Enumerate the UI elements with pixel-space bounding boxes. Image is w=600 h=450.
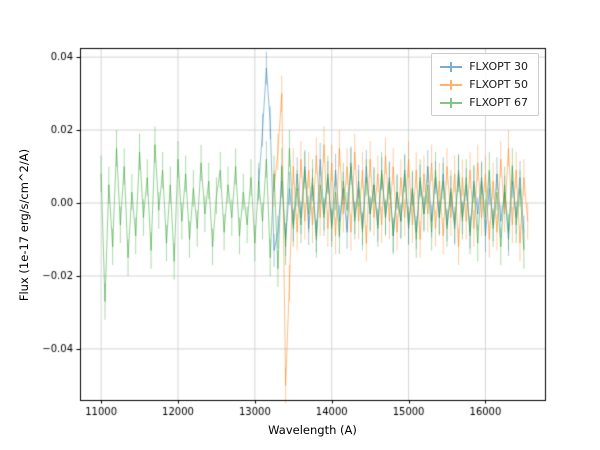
x-axis-label: Wavelength (A) [268, 423, 357, 437]
legend-line-flxopt-67-icon [440, 97, 463, 109]
legend-line-flxopt-30-icon [440, 61, 463, 73]
legend: FLXOPT 30 FLXOPT 50 FLXOPT 67 [431, 53, 539, 116]
legend-label: FLXOPT 30 [469, 60, 528, 73]
legend-item: FLXOPT 50 [440, 78, 528, 91]
legend-item: FLXOPT 30 [440, 60, 528, 73]
legend-line-flxopt-50-icon [440, 79, 463, 91]
legend-label: FLXOPT 67 [469, 96, 528, 109]
y-axis-label: Flux (1e-17 erg/s/cm^2/A) [17, 148, 31, 302]
legend-item: FLXOPT 67 [440, 96, 528, 109]
legend-label: FLXOPT 50 [469, 78, 528, 91]
